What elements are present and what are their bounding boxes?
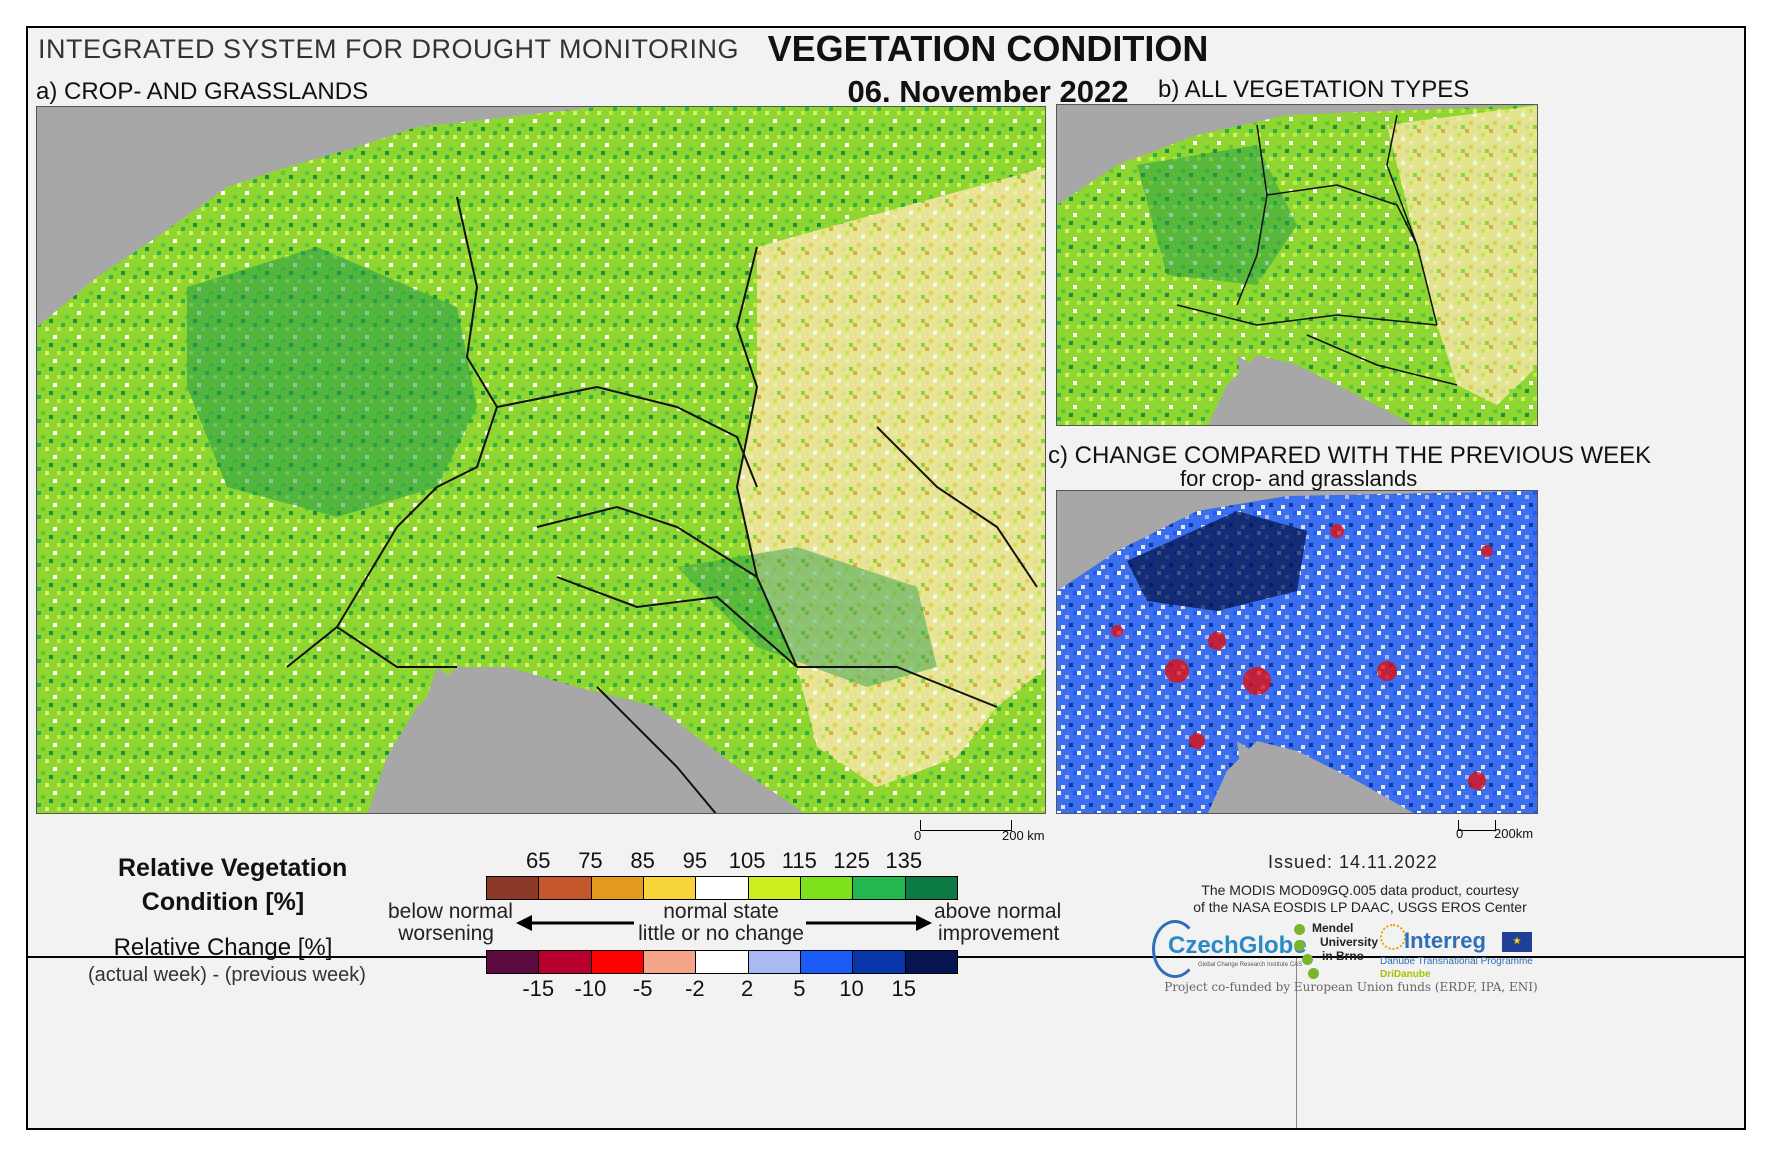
scalebar-main-dist: 200 km bbox=[1002, 828, 1045, 843]
rc-tick-label: -15 bbox=[522, 976, 555, 1001]
rvc-tick-label: 85 bbox=[630, 848, 655, 873]
mendel-line-3: in Brno bbox=[1322, 949, 1364, 963]
scalebar-main bbox=[920, 820, 1012, 831]
rvc-tick-label: 115 bbox=[781, 848, 817, 873]
rc-tick-label: -2 bbox=[685, 976, 705, 1001]
funding-note: Project co-funded by European Union fund… bbox=[1164, 980, 1538, 994]
credit-line-1: The MODIS MOD09GQ.005 data product, cour… bbox=[1201, 882, 1519, 898]
panel-a-label: a) CROP- AND GRASSLANDS bbox=[36, 78, 369, 105]
rc-swatch bbox=[853, 951, 906, 973]
rvc-colorbar bbox=[486, 876, 958, 900]
legend-above-1: above normal bbox=[934, 900, 1062, 923]
rc-tick-label: 2 bbox=[740, 976, 754, 1001]
rc-swatch bbox=[800, 951, 854, 973]
panel-c-label: c) CHANGE COMPARED WITH THE PREVIOUS WEE… bbox=[1048, 442, 1652, 469]
mendel-dot-icon bbox=[1308, 968, 1319, 979]
mendel-dot-icon bbox=[1302, 954, 1313, 965]
map-title: VEGETATION CONDITION bbox=[767, 28, 1209, 69]
legend-rvc-title-1: Relative Vegetation bbox=[118, 854, 348, 882]
mendel-dot-icon bbox=[1294, 924, 1305, 935]
rc-swatch bbox=[905, 951, 957, 973]
mendel-line-1: Mendel bbox=[1312, 921, 1354, 935]
rvc-swatch bbox=[591, 877, 644, 899]
legend-normal-1: normal state bbox=[663, 900, 779, 923]
scalebar-small-dist: 200km bbox=[1494, 826, 1534, 841]
legend-rc-title-2: (actual week) - (previous week) bbox=[88, 964, 366, 986]
map-date: 06. November 2022 bbox=[847, 74, 1129, 109]
scalebar-small bbox=[1458, 820, 1496, 831]
rc-swatch bbox=[696, 951, 749, 973]
dridanube-label: DriDanube bbox=[1380, 969, 1431, 980]
map-panel-c bbox=[1056, 490, 1538, 814]
rc-colorbar bbox=[486, 950, 958, 974]
rc-tick-label: -10 bbox=[574, 976, 607, 1001]
rvc-swatch bbox=[748, 877, 801, 899]
czechglobe-logo-icon bbox=[1152, 920, 1198, 978]
interreg-logo-text: Interreg bbox=[1404, 928, 1486, 953]
scalebar-small-zero: 0 bbox=[1456, 826, 1464, 841]
rvc-tick-label: 65 bbox=[525, 848, 551, 873]
czechglobe-subtitle: Global Change Research Institute CAS bbox=[1198, 962, 1303, 968]
rvc-swatch bbox=[487, 877, 540, 899]
panel-c-sublabel: for crop- and grasslands bbox=[1180, 466, 1418, 491]
panel-b-label: b) ALL VEGETATION TYPES bbox=[1158, 76, 1470, 103]
mendel-line-2: University bbox=[1320, 935, 1379, 949]
rvc-tick-label: 95 bbox=[682, 848, 708, 873]
arrow-right-icon bbox=[806, 915, 932, 931]
rc-swatch bbox=[591, 951, 644, 973]
rvc-swatch bbox=[539, 877, 592, 899]
interreg-sun-icon bbox=[1380, 924, 1406, 950]
rc-swatch bbox=[748, 951, 801, 973]
figure-frame: INTEGRATED SYSTEM FOR DROUGHT MONITORING… bbox=[26, 26, 1746, 1130]
rvc-tick-label: 135 bbox=[885, 848, 923, 873]
legend-below-1: below normal bbox=[388, 900, 513, 923]
rvc-swatch bbox=[800, 877, 854, 899]
issued-date: Issued: 14.11.2022 bbox=[1268, 852, 1438, 872]
rc-swatch bbox=[643, 951, 697, 973]
rvc-swatch bbox=[905, 877, 957, 899]
rc-tick-label: -5 bbox=[632, 976, 653, 1001]
interreg-subtitle: Danube Transnational Programme bbox=[1380, 956, 1533, 967]
map-panel-a bbox=[36, 106, 1046, 814]
eu-flag-icon: ★ bbox=[1502, 932, 1532, 952]
rvc-tick-label: 75 bbox=[578, 848, 603, 873]
rvc-tick-label: 105 bbox=[728, 848, 766, 873]
rvc-swatch bbox=[853, 877, 906, 899]
system-name: INTEGRATED SYSTEM FOR DROUGHT MONITORING bbox=[38, 34, 740, 64]
map-panel-b bbox=[1056, 104, 1538, 426]
legend-rvc-title-2: Condition [%] bbox=[141, 888, 305, 916]
map-c-graphic bbox=[1057, 491, 1537, 813]
credit-line-2: of the NASA EOSDIS LP DAAC, USGS EROS Ce… bbox=[1193, 899, 1527, 915]
rvc-swatch bbox=[643, 877, 697, 899]
map-a-graphic bbox=[37, 107, 1045, 813]
footer-divider bbox=[1296, 958, 1297, 1128]
scalebar-main-zero: 0 bbox=[914, 828, 922, 843]
map-b-graphic bbox=[1057, 105, 1537, 425]
legend-rc-title-1: Relative Change [%] bbox=[113, 934, 333, 961]
rvc-swatch bbox=[696, 877, 749, 899]
legend-above-2: improvement bbox=[938, 922, 1060, 945]
rc-swatch bbox=[487, 951, 540, 973]
rc-tick-label: 15 bbox=[891, 976, 917, 1001]
legend-below-2: worsening bbox=[398, 922, 494, 945]
czechglobe-logo-text: CzechGlobe bbox=[1168, 932, 1307, 959]
rc-swatch bbox=[539, 951, 592, 973]
rc-tick-label: 5 bbox=[793, 976, 806, 1001]
legend-normal-2: little or no change bbox=[638, 922, 804, 945]
mendel-dot-icon bbox=[1294, 940, 1305, 951]
arrow-left-icon bbox=[516, 915, 634, 931]
rc-tick-label: 10 bbox=[839, 976, 864, 1001]
rvc-tick-label: 125 bbox=[833, 848, 870, 873]
